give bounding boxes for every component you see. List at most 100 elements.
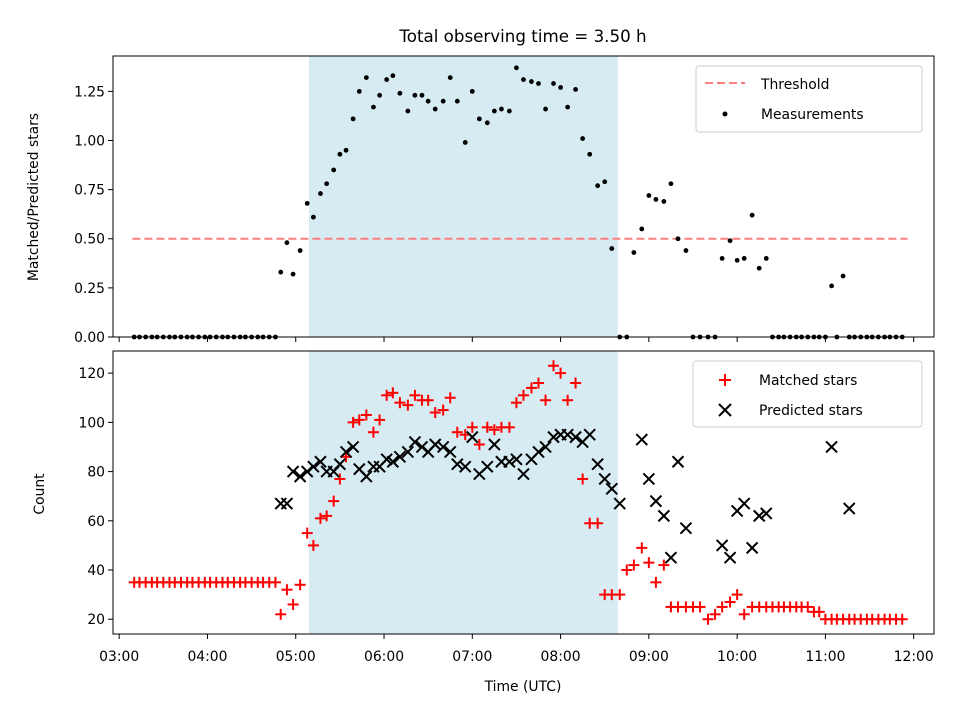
measurements-legend-marker	[722, 111, 728, 117]
predicted-stars-point-38	[539, 440, 552, 454]
measurements-point-54	[476, 116, 482, 122]
measurements-point-64	[551, 81, 556, 86]
measurements-point-52	[462, 140, 468, 145]
top-y-tick-label: 0.50	[74, 232, 105, 248]
measurements-series	[131, 65, 905, 340]
predicted-stars-point-17	[386, 455, 400, 468]
predicted-stars-point-33	[503, 455, 516, 468]
predicted-stars-point-3	[293, 470, 307, 483]
matched-stars-point-36	[347, 416, 359, 428]
predicted-stars-point-46	[598, 472, 611, 486]
measurements-point-78	[653, 197, 659, 202]
matched-stars-point-26	[281, 584, 293, 596]
top-plot-area	[112, 55, 935, 340]
bottom-panel: Count Time (UTC) 20 40 60 80 100 120 03:00 04:…	[32, 350, 935, 695]
matched-stars-point-62	[533, 377, 545, 389]
top-y-tick-label: 1.25	[74, 84, 105, 100]
matched-stars-point-61	[525, 382, 537, 394]
predicted-stars-point-49	[635, 433, 649, 446]
measurements-point-88	[727, 238, 733, 244]
predicted-stars-point-0	[274, 497, 287, 510]
measurements-point-32	[324, 181, 330, 187]
top-panel: Total observing time = 3.50 h Matched/Pr…	[26, 26, 935, 346]
measurements-point-40	[377, 92, 383, 98]
predicted-stars-point-19	[401, 445, 415, 459]
predicted-stars-point-51	[649, 494, 663, 508]
x-tick-label: 12:00	[894, 649, 934, 665]
measurements-point-91	[749, 212, 755, 218]
matched-stars-point-55	[481, 421, 493, 433]
top-plot-frame	[112, 55, 935, 338]
matched-stars-point-48	[429, 407, 441, 419]
measurements-point-66	[565, 104, 571, 110]
matched-stars-point-102	[813, 606, 825, 618]
predicted-stars-point-31	[488, 438, 501, 451]
predicted-stars-point-11	[346, 440, 360, 454]
measurements-point-42	[390, 73, 396, 79]
predicted-stars-point-57	[723, 551, 737, 564]
top-y-tick-label: 1.00	[74, 133, 105, 149]
measurements-point-68	[580, 136, 586, 141]
predicted-stars-point-39	[547, 430, 560, 444]
measurements-point-30	[310, 214, 316, 220]
matched-stars-point-79	[658, 559, 670, 571]
predicted-stars-point-28	[466, 430, 479, 444]
matched-stars-point-37	[353, 414, 365, 426]
matched-stars-point-73	[614, 589, 626, 601]
measurements-point-55	[484, 120, 490, 126]
matched-stars-point-100	[802, 601, 814, 613]
chart-title: Total observing time = 3.50 h	[398, 26, 646, 46]
predicted-stars-point-24	[436, 440, 450, 454]
matched-stars-point-50	[444, 392, 456, 404]
measurements-point-45	[412, 92, 418, 98]
bottom-y-tick-label: 120	[78, 366, 105, 382]
x-tick-label: 07:00	[452, 649, 492, 665]
matched-stars-point-25	[275, 608, 287, 620]
matched-stars-point-86	[709, 608, 721, 620]
matched-stars-point-38	[360, 409, 372, 421]
matched-stars-point-78	[650, 576, 662, 588]
x-tick-label: 04:00	[187, 649, 227, 665]
predicted-stars-point-56	[715, 539, 729, 552]
matched-stars-point-89	[731, 589, 743, 601]
matched-stars-point-47	[422, 394, 434, 406]
predicted-stars-point-13	[360, 470, 373, 483]
measurements-point-26	[284, 240, 290, 246]
measurements-point-46	[419, 92, 425, 98]
matched-stars-point-54	[473, 439, 485, 451]
measurements-point-75	[631, 250, 637, 255]
measurements-point-38	[363, 75, 369, 81]
predicted-stars-point-26	[451, 457, 464, 471]
predicted-stars-point-9	[333, 457, 347, 471]
measurements-point-53	[469, 88, 475, 94]
predicted-stars-point-64	[843, 502, 856, 515]
predicted-stars-point-47	[605, 482, 618, 496]
measurements-point-57	[499, 106, 504, 112]
top-y-tick-label: 0.00	[74, 330, 105, 346]
top-y-tick-label: 0.75	[74, 183, 105, 199]
measurements-point-104	[829, 283, 834, 289]
predicted-stars-point-18	[393, 450, 407, 464]
measurements-point-33	[331, 167, 337, 173]
measurements-point-43	[397, 90, 403, 96]
predicted-stars-point-60	[745, 541, 759, 555]
measurements-point-81	[675, 236, 681, 242]
matched-stars-point-29	[301, 527, 313, 539]
measurements-point-35	[343, 147, 349, 153]
measurements-point-59	[514, 65, 519, 71]
bottom-y-tick-label: 60	[87, 514, 105, 530]
measurements-point-82	[683, 248, 689, 253]
matched-stars-point-70	[592, 517, 604, 529]
measurements-point-34	[337, 151, 343, 157]
predicted-stars-point-44	[583, 428, 596, 441]
matched-stars-point-90	[738, 608, 750, 620]
matched-stars-point-88	[724, 596, 736, 608]
matched-stars-point-27	[287, 598, 299, 610]
matched-stars-point-84	[694, 601, 706, 613]
measurements-point-31	[318, 191, 323, 196]
measurements-point-69	[587, 151, 593, 157]
x-tick-label: 06:00	[364, 649, 404, 665]
predicted-stars-point-25	[444, 445, 457, 459]
measurements-point-27	[290, 271, 296, 277]
